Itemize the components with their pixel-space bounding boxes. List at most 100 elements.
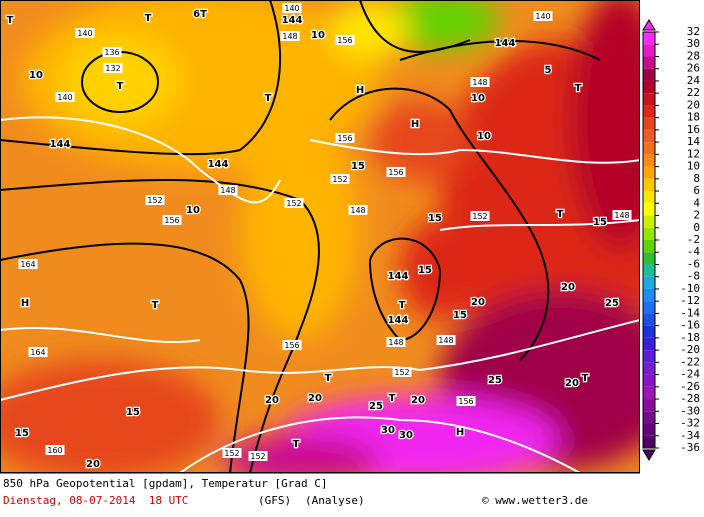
colorbar-tick-label: 28 — [687, 49, 700, 62]
map-label: 5 — [545, 65, 552, 76]
geopotential-label: 148 — [614, 211, 629, 220]
colorbar-tick-label: -32 — [680, 417, 700, 430]
colorbar-segment — [643, 337, 655, 351]
label-box — [28, 347, 48, 357]
geopotential-label: 156 — [458, 397, 473, 406]
label-box — [248, 451, 268, 461]
map-label: 10 — [29, 70, 43, 81]
footer-date: Dienstag, 08-07-2014 18 UTC — [3, 494, 188, 507]
colorbar-arrow-bottom — [642, 449, 656, 461]
colorbar-tick-label: 4 — [693, 196, 700, 209]
label-box — [75, 28, 95, 38]
label-box — [218, 185, 238, 195]
geopotential-label: 164 — [30, 348, 45, 357]
colorbar-tick-label: 10 — [687, 160, 700, 173]
map-label: 10 — [477, 131, 491, 142]
colorbar-tick-label: -34 — [680, 429, 700, 442]
map-label: 20 — [308, 393, 322, 404]
map-label: 6T — [193, 9, 207, 20]
colorbar-tick-label: -28 — [680, 392, 700, 405]
label-box — [55, 92, 75, 102]
colorbar-tick-label: -36 — [680, 441, 700, 454]
geopotential-label: 148 — [388, 338, 403, 347]
colorbar-tick-label: -6 — [687, 257, 700, 270]
label-box — [533, 11, 553, 21]
label-box — [282, 340, 302, 350]
geopotential-label: 148 — [438, 336, 453, 345]
colorbar-tick-label: -20 — [680, 343, 700, 356]
colorbar-tick-label: -18 — [680, 331, 700, 344]
label-box — [162, 215, 182, 225]
footer-title: 850 hPa Geopotential [gpdam], Temperatur… — [3, 477, 328, 490]
colorbar-tick-label: -2 — [687, 233, 700, 246]
map-label: T — [293, 439, 300, 450]
map-label: 20 — [565, 378, 579, 389]
colorbar-segment — [643, 203, 655, 216]
colorbar-tick-label: 20 — [687, 98, 700, 111]
colorbar-tick-label: 32 — [687, 25, 700, 38]
geopotential-label: 148 — [220, 186, 235, 195]
map-label: 30 — [399, 430, 413, 441]
geopotential-label: 152 — [224, 449, 239, 458]
map-label: 144 — [208, 159, 229, 170]
map-label: 30 — [381, 425, 395, 436]
label-box — [456, 396, 476, 406]
label-box — [386, 167, 406, 177]
colorbar-tick-label: 6 — [693, 184, 700, 197]
label-box — [284, 198, 304, 208]
colorbar-tick-label: 24 — [687, 74, 701, 87]
colorbar-tick-label: 2 — [693, 209, 700, 222]
label-box — [612, 210, 632, 220]
map-label: 10 — [186, 205, 200, 216]
map-label: H — [21, 298, 29, 309]
label-box — [392, 367, 412, 377]
label-box — [145, 195, 165, 205]
colorbar-segment — [643, 68, 655, 81]
colorbar-segment — [643, 178, 655, 192]
label-box — [45, 445, 65, 455]
map-label: 15 — [15, 428, 29, 439]
map-label: 20 — [561, 282, 575, 293]
colorbar-segment — [643, 32, 655, 45]
colorbar-segment — [643, 240, 655, 253]
label-box — [470, 77, 490, 87]
label-box — [436, 335, 456, 345]
geopotential-contours — [0, 0, 601, 473]
colorbar-tick-label: -26 — [680, 380, 700, 393]
geopotential-label: 152 — [147, 196, 162, 205]
colorbar-segment — [643, 105, 655, 118]
map-label: 25 — [369, 401, 383, 412]
map-label: 25 — [488, 375, 502, 386]
label-box — [280, 31, 300, 41]
colorbar-tick-label: -14 — [680, 306, 700, 319]
colorbar-tick-label: -12 — [680, 294, 700, 307]
map-label: 20 — [265, 395, 279, 406]
map-label: 15 — [351, 161, 365, 172]
colorbar-tick-label: -22 — [680, 355, 700, 368]
map-label: 144 — [495, 38, 516, 49]
label-box — [282, 3, 302, 13]
map-label: 20 — [86, 459, 100, 470]
label-box — [470, 211, 490, 221]
map-label: T — [265, 93, 272, 104]
colorbar-segment — [643, 411, 655, 424]
colorbar-segment — [643, 301, 655, 314]
colorbar-segment — [643, 362, 655, 375]
colorbar-segment — [643, 423, 655, 436]
geopotential-label: 160 — [47, 446, 62, 455]
map-label: 10 — [311, 30, 325, 41]
label-box — [335, 133, 355, 143]
map-label: 144 — [50, 139, 71, 150]
map-label: 15 — [126, 407, 140, 418]
temperature-contours — [0, 116, 640, 473]
geopotential-label: 164 — [20, 260, 35, 269]
map-label: T — [399, 300, 406, 311]
colorbar-tick-label: 8 — [693, 172, 700, 185]
colorbar-tick-label: 14 — [687, 135, 701, 148]
colorbar-segment — [643, 44, 655, 57]
colorbar-segment — [643, 325, 655, 338]
map-label: 10 — [471, 93, 485, 104]
map-labels: 140 136 132 T T T 6T 144 140 148 10 156 140 144 5 T H 148… — [5, 3, 632, 471]
footer-model: (GFS) — [258, 494, 291, 507]
